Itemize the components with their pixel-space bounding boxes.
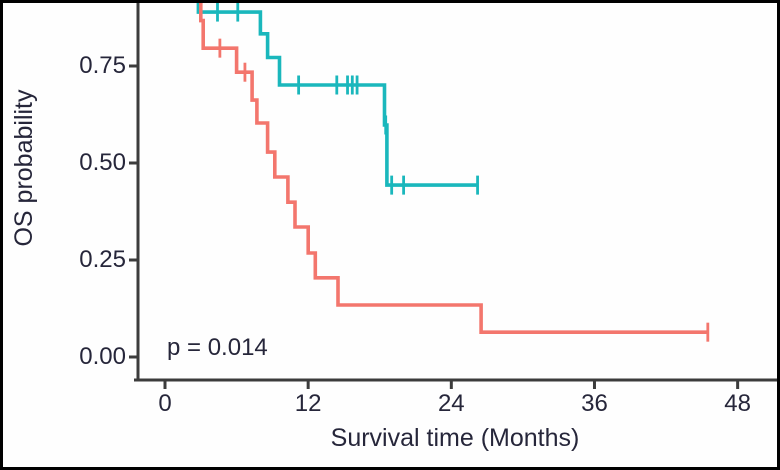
survival-curve-group-salmon [199,3,708,334]
y-tick-label: 0.75 [79,52,126,79]
x-tick-label: 48 [724,390,751,417]
p-value-annotation: p = 0.014 [167,334,268,361]
y-tick-label: 0.50 [79,149,126,176]
x-tick-label: 12 [294,390,322,417]
y-tick-label: 0.00 [79,343,126,370]
x-tick-label: 36 [581,390,608,417]
x-tick-label: 24 [437,390,465,417]
plot-canvas [129,3,777,389]
x-axis-title: Survival time (Months) [330,424,580,452]
y-axis-title: OS probability [10,89,38,247]
x-tick-label: 0 [158,390,172,417]
y-tick-label: 0.25 [79,246,126,273]
